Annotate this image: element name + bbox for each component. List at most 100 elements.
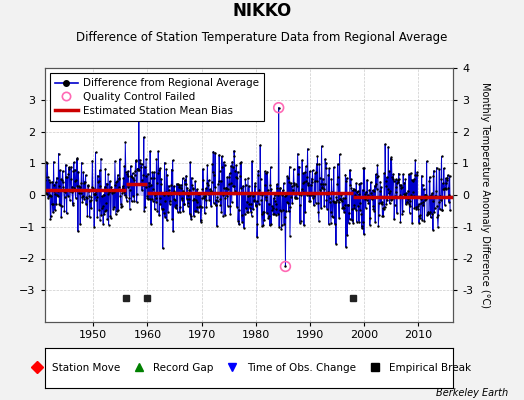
Point xyxy=(189,186,197,192)
Point xyxy=(170,188,179,194)
Point xyxy=(405,200,413,207)
Point xyxy=(188,175,196,181)
Point xyxy=(249,206,257,213)
Point xyxy=(257,211,266,218)
Point xyxy=(41,188,49,194)
Point xyxy=(72,156,81,162)
Point xyxy=(408,176,416,183)
Point xyxy=(57,214,66,220)
Point xyxy=(310,202,318,209)
Point xyxy=(406,203,414,209)
Point xyxy=(343,232,352,238)
Point xyxy=(267,186,276,192)
Point xyxy=(130,172,139,178)
Point xyxy=(444,172,452,178)
Point xyxy=(261,197,270,203)
Point xyxy=(181,181,190,187)
Point xyxy=(76,221,84,227)
Point xyxy=(434,199,443,206)
Point xyxy=(41,174,50,180)
Point xyxy=(352,206,360,213)
Point xyxy=(318,143,326,149)
Point xyxy=(397,182,405,188)
Point xyxy=(409,192,418,199)
Point xyxy=(389,176,397,182)
Point xyxy=(355,180,364,187)
Point xyxy=(137,161,146,167)
Point xyxy=(269,210,277,217)
Point xyxy=(439,186,447,192)
Point xyxy=(229,164,237,170)
Point xyxy=(119,185,127,191)
Point xyxy=(68,184,77,190)
Point xyxy=(129,175,138,182)
Point xyxy=(204,177,213,184)
Point xyxy=(408,220,417,226)
Point xyxy=(238,218,246,225)
Point xyxy=(144,196,152,202)
Point xyxy=(89,185,97,192)
Point xyxy=(101,166,110,172)
Point xyxy=(346,181,355,188)
Point xyxy=(112,211,120,217)
Point xyxy=(291,195,300,202)
Point xyxy=(69,202,77,208)
Point xyxy=(191,197,200,203)
Point xyxy=(411,157,420,164)
Point xyxy=(175,184,183,190)
Point xyxy=(199,166,207,172)
Point xyxy=(202,204,211,211)
Point xyxy=(256,142,265,148)
Point xyxy=(420,186,428,192)
Point xyxy=(353,188,362,194)
Point xyxy=(94,178,103,184)
Point xyxy=(98,193,106,199)
Point xyxy=(309,190,318,197)
Point xyxy=(266,164,275,170)
Point xyxy=(430,209,439,215)
Point xyxy=(413,169,421,176)
Point xyxy=(71,166,79,173)
Point xyxy=(148,169,157,176)
Point xyxy=(421,196,430,203)
Point xyxy=(373,173,381,180)
Point xyxy=(95,207,103,214)
Point xyxy=(279,207,287,213)
Point xyxy=(303,174,311,180)
Point xyxy=(121,192,129,198)
Point xyxy=(171,204,179,210)
Point xyxy=(91,149,100,156)
Point xyxy=(445,173,454,179)
Point xyxy=(275,223,283,230)
Point xyxy=(45,176,53,183)
Point xyxy=(136,157,144,163)
Point xyxy=(359,165,368,171)
Point xyxy=(324,221,333,227)
Point xyxy=(219,192,227,198)
Point xyxy=(243,209,252,216)
Point xyxy=(158,190,167,196)
Point xyxy=(374,173,382,180)
Point xyxy=(50,182,59,188)
Point xyxy=(320,203,329,210)
Point xyxy=(315,175,324,181)
Point xyxy=(385,168,394,175)
Point xyxy=(67,176,75,182)
Point xyxy=(279,180,288,186)
Point xyxy=(396,192,404,198)
Point xyxy=(326,199,334,206)
Point xyxy=(149,197,157,204)
Point xyxy=(74,169,83,175)
Point xyxy=(355,218,363,225)
Point xyxy=(356,200,364,206)
Point xyxy=(50,188,58,194)
Point xyxy=(114,175,123,181)
Point xyxy=(62,210,71,216)
Point xyxy=(299,170,308,176)
Point xyxy=(303,146,312,152)
Point xyxy=(87,205,95,212)
Point xyxy=(161,197,170,204)
Point xyxy=(351,192,359,198)
Point xyxy=(293,150,302,157)
Point xyxy=(147,221,155,227)
